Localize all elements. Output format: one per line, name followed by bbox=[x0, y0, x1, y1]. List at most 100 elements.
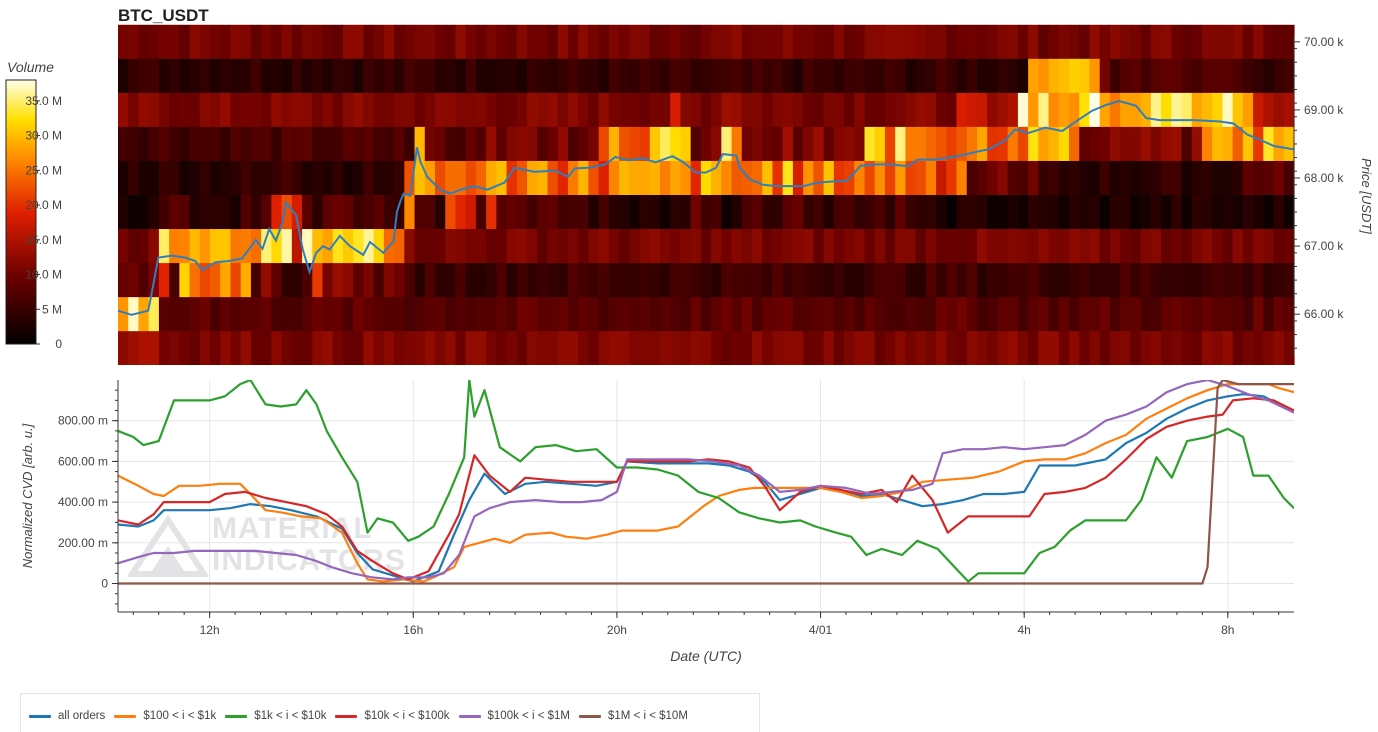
heatmap-cell bbox=[1109, 126, 1121, 162]
heatmap-cell bbox=[1007, 24, 1019, 60]
heatmap-cell bbox=[936, 331, 947, 365]
heatmap-cell bbox=[1069, 229, 1080, 264]
heatmap-cell bbox=[445, 92, 457, 128]
heatmap-cell bbox=[1089, 229, 1101, 264]
heatmap-cell bbox=[1130, 58, 1142, 94]
heatmap-cell bbox=[1007, 160, 1019, 196]
heatmap-cell bbox=[782, 92, 794, 128]
heatmap-cell bbox=[404, 24, 416, 60]
legend-item[interactable]: $1k < i < $10k bbox=[225, 710, 326, 722]
colorbar-tick-label: 30.0 M bbox=[25, 129, 62, 143]
heatmap-cell bbox=[210, 160, 221, 196]
heatmap-cell bbox=[475, 229, 487, 264]
heatmap-cell bbox=[220, 24, 232, 60]
cvd-y-tick-label: 200.00 m bbox=[58, 536, 108, 550]
heatmap-cell bbox=[874, 195, 886, 230]
heatmap-cell bbox=[639, 195, 651, 230]
heatmap-cell bbox=[445, 195, 457, 230]
heatmap-cell bbox=[976, 195, 988, 230]
heatmap-cell bbox=[772, 58, 784, 94]
legend-item[interactable]: $1M < i < $10M bbox=[579, 710, 688, 722]
heatmap-cell bbox=[1058, 297, 1070, 332]
heatmap-cell bbox=[455, 126, 467, 162]
heatmap-cell bbox=[424, 331, 436, 365]
heatmap-cell bbox=[1140, 160, 1152, 196]
heatmap-cell bbox=[1058, 92, 1070, 128]
heatmap-cell bbox=[506, 92, 518, 128]
heatmap-cell bbox=[557, 92, 569, 128]
heatmap-cell bbox=[332, 160, 344, 196]
heatmap-cell bbox=[619, 92, 630, 128]
heatmap-cell bbox=[844, 92, 855, 128]
heatmap-cell bbox=[118, 195, 129, 230]
heatmap-cell bbox=[598, 297, 610, 332]
heatmap-cell bbox=[424, 126, 436, 162]
heatmap-cell bbox=[598, 331, 610, 365]
heatmap-cell bbox=[189, 331, 201, 365]
heatmap-cell bbox=[250, 58, 262, 94]
heatmap-cell bbox=[189, 297, 201, 332]
heatmap-cell bbox=[823, 126, 835, 162]
heatmap-cell bbox=[189, 126, 201, 162]
legend-item[interactable]: $100k < i < $1M bbox=[458, 710, 570, 722]
legend-label: $1M < i < $10M bbox=[608, 710, 688, 722]
heatmap-cell bbox=[261, 126, 272, 162]
heatmap-cell bbox=[1161, 160, 1172, 196]
heatmap-cell bbox=[1109, 331, 1121, 365]
heatmap-cell bbox=[670, 92, 682, 128]
heatmap-cell bbox=[302, 331, 313, 365]
heatmap-cell bbox=[1150, 92, 1162, 128]
heatmap-cell bbox=[1028, 263, 1039, 298]
cvd-y-tick-label: 800.00 m bbox=[58, 414, 108, 428]
legend-item[interactable]: all orders bbox=[29, 710, 105, 722]
heatmap-cell bbox=[803, 229, 814, 264]
heatmap-cell bbox=[332, 263, 344, 298]
heatmap-panel: 70.00 k 69.00 k 68.00 k 67.00 k 66.00 k Pric… bbox=[117, 24, 1374, 365]
heatmap-cell bbox=[711, 24, 722, 60]
heatmap-cell bbox=[465, 24, 477, 60]
heatmap-cell bbox=[731, 126, 743, 162]
heatmap-cell bbox=[342, 331, 354, 365]
heatmap-cell bbox=[1140, 126, 1152, 162]
heatmap-cell bbox=[598, 195, 610, 230]
heatmap-cell bbox=[987, 58, 999, 94]
legend-item[interactable]: $10k < i < $100k bbox=[335, 710, 450, 722]
heatmap-cell bbox=[312, 263, 324, 298]
heatmap-cell bbox=[1222, 58, 1234, 94]
heatmap-cell bbox=[1109, 297, 1121, 332]
heatmap-cell bbox=[353, 229, 365, 264]
heatmap-cell bbox=[854, 126, 866, 162]
heatmap-cell bbox=[1273, 297, 1285, 332]
legend-swatch bbox=[458, 714, 481, 718]
heatmap-cell bbox=[414, 297, 426, 332]
heatmap-cell bbox=[833, 58, 845, 94]
heatmap-cell bbox=[220, 160, 232, 196]
heatmap-cell bbox=[1069, 24, 1080, 60]
heatmap-cell bbox=[1089, 160, 1101, 196]
heatmap-cell bbox=[210, 297, 221, 332]
heatmap-cell bbox=[516, 92, 528, 128]
heatmap-cell bbox=[516, 160, 528, 196]
heatmap-cell bbox=[394, 331, 405, 365]
heatmap-cell bbox=[1171, 92, 1183, 128]
heatmap-cell bbox=[455, 195, 467, 230]
heatmap-cell bbox=[353, 160, 365, 196]
heatmap-cell bbox=[1130, 195, 1142, 230]
heatmap-cell bbox=[792, 24, 804, 60]
heatmap-cell bbox=[128, 24, 140, 60]
heatmap-cell bbox=[1099, 195, 1111, 230]
heatmap-cell bbox=[1181, 297, 1193, 332]
legend-item[interactable]: $100 < i < $1k bbox=[114, 710, 216, 722]
heatmap-cell bbox=[915, 331, 927, 365]
heatmap-cell bbox=[792, 92, 804, 128]
colorbar-tick-label: 25.0 M bbox=[25, 163, 62, 177]
heatmap-cell bbox=[1222, 229, 1234, 264]
heatmap-cell bbox=[1130, 160, 1142, 196]
heatmap-cell bbox=[261, 195, 272, 230]
heatmap-cell bbox=[823, 24, 835, 60]
heatmap-cell bbox=[956, 229, 968, 264]
heatmap-cell bbox=[527, 126, 538, 162]
heatmap-cell bbox=[1069, 331, 1080, 365]
heatmap-cell bbox=[731, 195, 743, 230]
heatmap-cell bbox=[414, 331, 426, 365]
